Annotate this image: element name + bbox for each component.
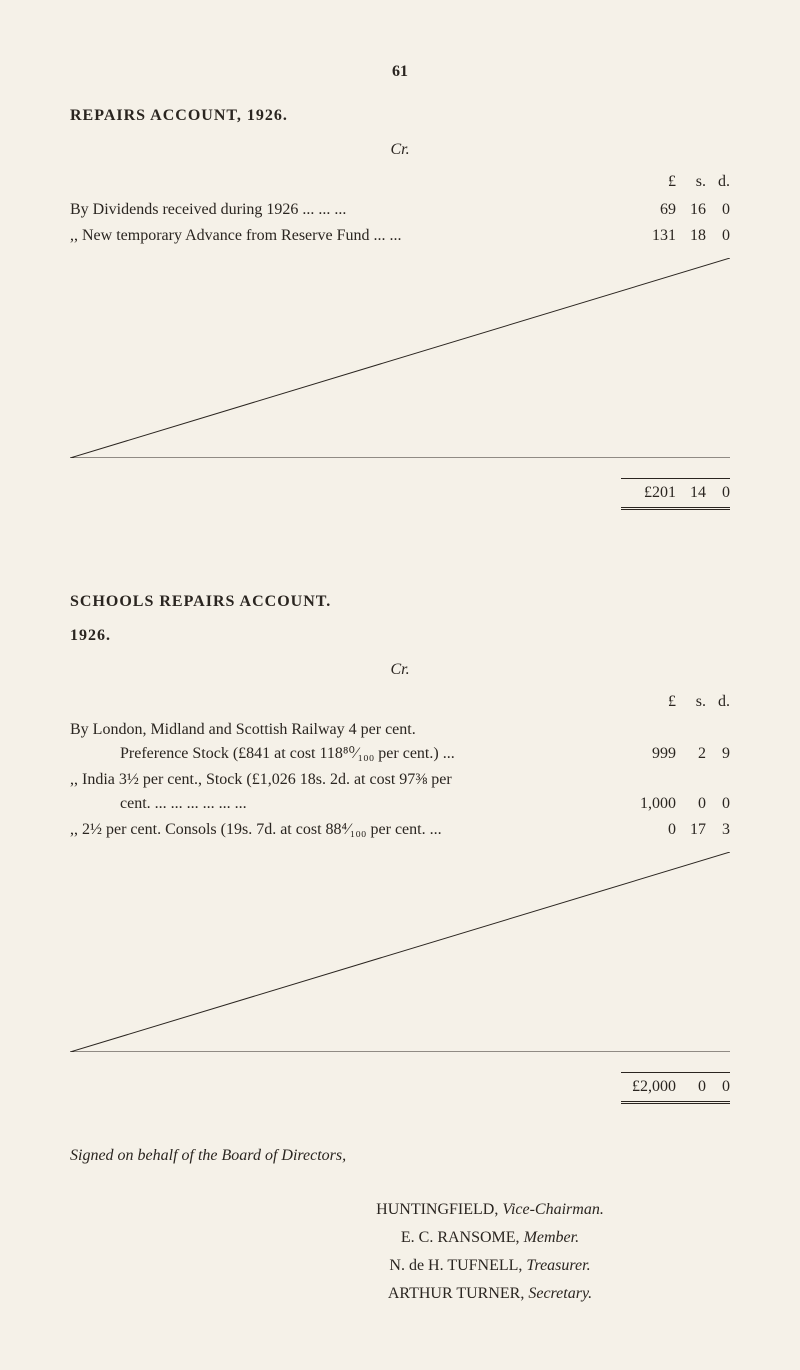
repairs-total: £201 14 0 — [70, 478, 730, 510]
header-pence: d. — [716, 170, 730, 194]
signatory: HUNTINGFIELD, Vice-Chairman. — [250, 1198, 730, 1222]
amount-pence: 0 — [716, 224, 730, 248]
total-pounds: £201 — [621, 481, 676, 505]
header-pounds: £ — [621, 690, 676, 714]
schools-total: £2,000 0 0 — [70, 1072, 730, 1104]
total-pence: 0 — [716, 1075, 730, 1099]
signatories-block: HUNTINGFIELD, Vice-Chairman. E. C. RANSO… — [250, 1198, 730, 1306]
amount-shillings: 17 — [686, 818, 706, 842]
schools-cr-label: Cr. — [70, 658, 730, 682]
amount-pounds: 0 — [621, 818, 676, 842]
sig-role: Vice-Chairman. — [502, 1201, 603, 1218]
header-shillings: s. — [686, 690, 706, 714]
entry-text: By Dividends received during 1926 ... ..… — [70, 198, 621, 222]
amount-pence: 3 — [716, 818, 730, 842]
amount-pounds: 69 — [621, 198, 676, 222]
total-pence: 0 — [716, 481, 730, 505]
repairs-lsd-header: £ s. d. — [70, 170, 730, 194]
entry-text: ,, 2½ per cent. Consols (19s. 7d. at cos… — [70, 818, 621, 842]
entry-text: Preference Stock (£841 at cost 118⁸⁰⁄₁₀₀… — [70, 742, 621, 766]
schools-entry-3: ,, 2½ per cent. Consols (19s. 7d. at cos… — [70, 818, 730, 842]
amount-pounds: 1,000 — [621, 792, 676, 816]
page-number: 61 — [70, 60, 730, 84]
schools-entry-1-line1: By London, Midland and Scottish Railway … — [70, 718, 730, 742]
entry-text: ,, New temporary Advance from Reserve Fu… — [70, 224, 621, 248]
signed-on-behalf: Signed on behalf of the Board of Directo… — [70, 1144, 730, 1168]
total-pounds: £2,000 — [621, 1075, 676, 1099]
amount-pence: 9 — [716, 742, 730, 766]
sig-name: ARTHUR TURNER, — [388, 1285, 529, 1302]
total-shillings: 0 — [686, 1075, 706, 1099]
sig-name: E. C. RANSOME, — [401, 1229, 524, 1246]
signatory: N. de H. TUFNELL, Treasurer. — [250, 1254, 730, 1278]
sig-role: Member. — [524, 1229, 580, 1246]
repairs-entry-row: By Dividends received during 1926 ... ..… — [70, 198, 730, 222]
repairs-cr-label: Cr. — [70, 138, 730, 162]
sig-name: N. de H. TUFNELL, — [389, 1257, 526, 1274]
sig-role: Secretary. — [528, 1285, 592, 1302]
amount-shillings: 0 — [686, 792, 706, 816]
signatory: ARTHUR TURNER, Secretary. — [250, 1282, 730, 1306]
schools-year: 1926. — [70, 624, 730, 648]
diagonal-rule — [70, 852, 730, 1052]
amount-pence: 0 — [716, 198, 730, 222]
repairs-title: REPAIRS ACCOUNT, 1926. — [70, 104, 730, 128]
total-shillings: 14 — [686, 481, 706, 505]
sig-name: HUNTINGFIELD, — [376, 1201, 502, 1218]
header-pence: d. — [716, 690, 730, 714]
diagonal-rule — [70, 258, 730, 458]
amount-shillings: 18 — [686, 224, 706, 248]
sig-role: Treasurer. — [526, 1257, 590, 1274]
schools-lsd-header: £ s. d. — [70, 690, 730, 714]
amount-pounds: 131 — [621, 224, 676, 248]
amount-pounds: 999 — [621, 742, 676, 766]
signatory: E. C. RANSOME, Member. — [250, 1226, 730, 1250]
schools-entry-2-line2: cent. ... ... ... ... ... ... 1,000 0 0 — [70, 792, 730, 816]
amount-shillings: 2 — [686, 742, 706, 766]
repairs-entry-row: ,, New temporary Advance from Reserve Fu… — [70, 224, 730, 248]
header-shillings: s. — [686, 170, 706, 194]
schools-entry-2-line1: ,, India 3½ per cent., Stock (£1,026 18s… — [70, 768, 730, 792]
header-pounds: £ — [621, 170, 676, 194]
amount-pence: 0 — [716, 792, 730, 816]
schools-title: SCHOOLS REPAIRS ACCOUNT. — [70, 590, 730, 614]
entry-text: cent. ... ... ... ... ... ... — [70, 792, 621, 816]
schools-entry-1-line2: Preference Stock (£841 at cost 118⁸⁰⁄₁₀₀… — [70, 742, 730, 766]
amount-shillings: 16 — [686, 198, 706, 222]
